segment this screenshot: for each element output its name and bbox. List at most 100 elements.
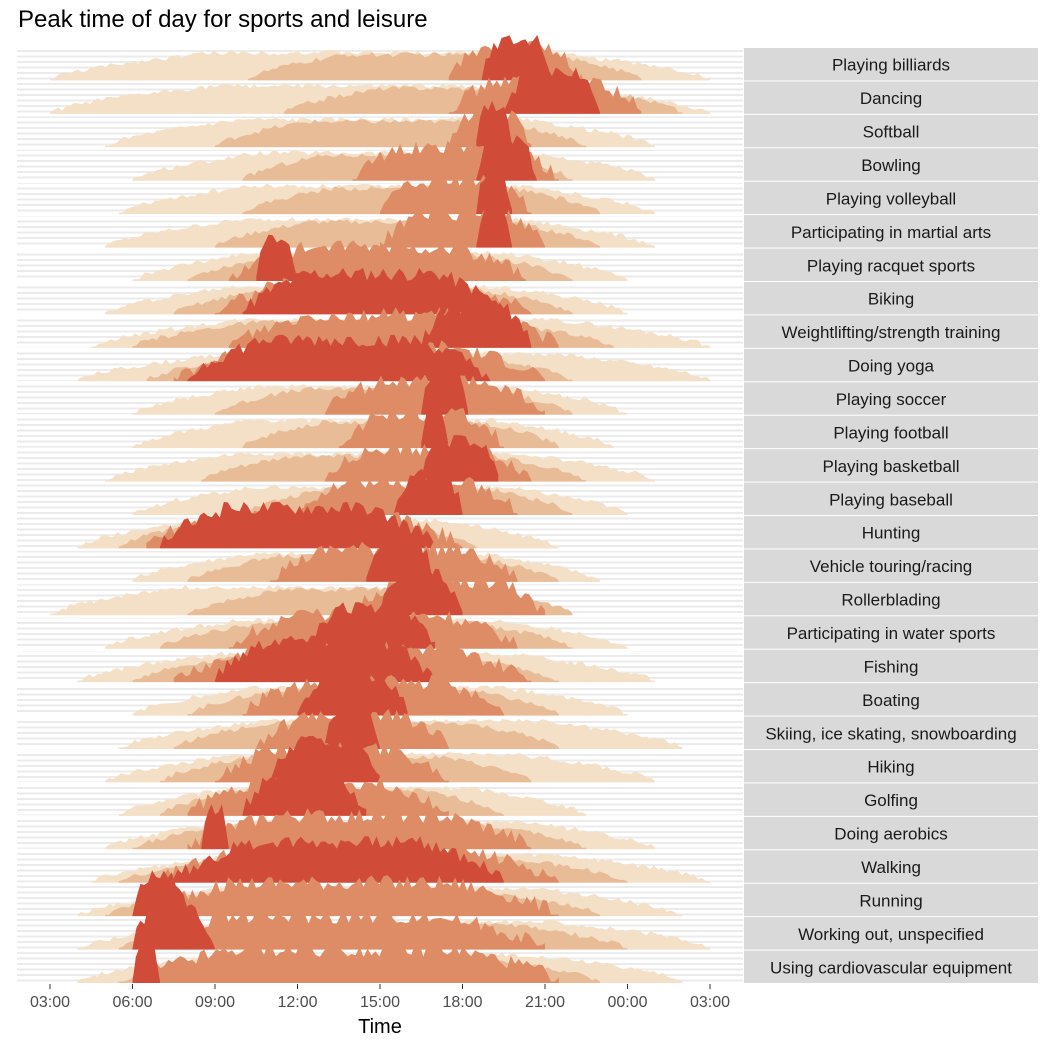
facet-label: Playing basketball <box>822 457 959 476</box>
facet-strip <box>744 81 1038 114</box>
facet-strip <box>744 516 1038 549</box>
facet-strip <box>744 415 1038 449</box>
activity-row <box>17 836 743 886</box>
density-band-inner <box>187 808 532 850</box>
density-band-inner <box>132 909 545 951</box>
facet-strip <box>744 649 1038 683</box>
facet-label: Vehicle touring/racing <box>810 557 973 576</box>
activity-row <box>17 669 743 719</box>
facet-strip <box>744 816 1038 850</box>
x-tick-label: 12:00 <box>277 994 317 1011</box>
density-band-peak <box>297 669 408 717</box>
activity-row <box>17 635 743 685</box>
facet-label: Hiking <box>867 758 914 777</box>
facet-strip <box>744 950 1038 983</box>
activity-row <box>17 736 743 785</box>
activity-row <box>17 702 743 752</box>
density-band-peak <box>421 369 468 416</box>
x-tick-label: 00:00 <box>607 994 647 1011</box>
density-band-peak <box>187 334 490 382</box>
density-band-peak <box>311 602 435 650</box>
facet-strip <box>744 683 1038 716</box>
facet-strip <box>744 582 1038 616</box>
facet-label: Dancing <box>860 89 922 108</box>
chart-title: Peak time of day for sports and leisure <box>18 6 428 33</box>
facet-label: Playing billiards <box>832 56 950 75</box>
facet-label: Boating <box>862 691 920 710</box>
facet-label: Playing football <box>833 423 948 442</box>
facet-label: Playing soccer <box>836 390 947 409</box>
x-tick-label: 03:00 <box>30 994 70 1011</box>
x-tick-label: 18:00 <box>442 994 482 1011</box>
density-band-peak <box>242 268 504 315</box>
facet-strip <box>744 883 1038 917</box>
x-tick-label: 09:00 <box>195 994 235 1011</box>
density-band-peak <box>421 301 532 349</box>
facet-label: Rollerblading <box>841 591 940 610</box>
x-tick-label: 21:00 <box>525 994 565 1011</box>
density-band-peak <box>393 468 463 516</box>
facet-label: Participating in martial arts <box>791 223 991 242</box>
facet-label: Doing aerobics <box>834 825 947 844</box>
activity-row <box>17 201 743 251</box>
activity-row <box>17 870 743 919</box>
density-band-peak <box>256 234 298 282</box>
facet-label: Hunting <box>862 524 921 543</box>
facet-label: Biking <box>868 290 914 309</box>
density-band-peak <box>503 67 600 115</box>
facet-strip <box>744 716 1038 749</box>
facet-label: Fishing <box>864 657 919 676</box>
facet-strip <box>744 248 1038 281</box>
facet-label: Using cardiovascular equipment <box>770 958 1012 977</box>
facet-strip <box>744 148 1038 181</box>
facet-strip <box>744 783 1038 816</box>
density-band-peak <box>215 635 435 683</box>
density-band-peak <box>421 402 449 449</box>
activity-row <box>17 167 743 217</box>
facet-label: Weightlifting/strength training <box>782 323 1001 342</box>
density-band-peak <box>481 34 554 81</box>
activity-row <box>17 804 743 852</box>
activity-row <box>17 67 743 117</box>
density-band-peak <box>270 736 380 783</box>
facet-strip <box>744 114 1038 148</box>
facet-strip <box>744 449 1038 482</box>
facet-label: Playing volleyball <box>826 189 956 208</box>
density-band-peak <box>476 201 512 249</box>
facet-label: Participating in water sports <box>787 624 996 643</box>
density-band-inner <box>132 942 559 984</box>
x-tick-label: 15:00 <box>360 994 400 1011</box>
facet-label: Doing yoga <box>848 357 935 376</box>
facet-strip <box>744 348 1038 382</box>
x-tick-label: 06:00 <box>112 994 152 1011</box>
density-band-peak <box>242 769 367 817</box>
facet-label: Playing racquet sports <box>807 256 975 275</box>
density-band-peak <box>325 702 380 750</box>
facet-strip <box>744 482 1038 515</box>
facet-label: Softball <box>863 123 920 142</box>
activity-row <box>17 769 743 819</box>
facet-strip <box>744 750 1038 783</box>
x-axis-title: Time <box>358 1016 402 1038</box>
facet-label: Running <box>859 891 922 910</box>
facet-label: Playing baseball <box>829 490 953 509</box>
density-band-inner <box>132 875 559 917</box>
facet-label: Bowling <box>861 156 921 175</box>
facet-strip <box>744 850 1038 883</box>
facet-strip <box>744 215 1038 248</box>
facet-strip <box>744 549 1038 582</box>
density-band-peak <box>173 836 504 884</box>
facet-strip <box>744 315 1038 348</box>
facet-strip <box>744 917 1038 950</box>
facet-strip <box>744 382 1038 415</box>
facet-strip <box>744 616 1038 649</box>
density-band-peak <box>476 167 512 215</box>
activity-row <box>17 369 743 418</box>
facet-strip <box>744 181 1038 215</box>
density-band-peak <box>201 804 229 850</box>
facet-label: Working out, unspecified <box>798 925 984 944</box>
facet-strip <box>744 48 1038 81</box>
activity-row <box>17 468 743 518</box>
facet-label: Walking <box>861 858 921 877</box>
